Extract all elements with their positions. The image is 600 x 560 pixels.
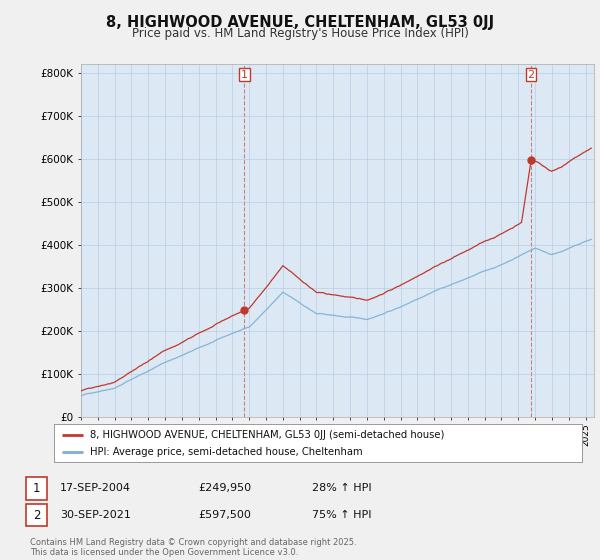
Text: 75% ↑ HPI: 75% ↑ HPI xyxy=(312,510,371,520)
Text: Price paid vs. HM Land Registry's House Price Index (HPI): Price paid vs. HM Land Registry's House … xyxy=(131,27,469,40)
Text: 2: 2 xyxy=(33,508,40,522)
Text: 2: 2 xyxy=(527,69,535,80)
Text: Contains HM Land Registry data © Crown copyright and database right 2025.
This d: Contains HM Land Registry data © Crown c… xyxy=(30,538,356,557)
Text: 30-SEP-2021: 30-SEP-2021 xyxy=(60,510,131,520)
Text: £249,950: £249,950 xyxy=(198,483,251,493)
Text: 8, HIGHWOOD AVENUE, CHELTENHAM, GL53 0JJ: 8, HIGHWOOD AVENUE, CHELTENHAM, GL53 0JJ xyxy=(106,15,494,30)
Text: 28% ↑ HPI: 28% ↑ HPI xyxy=(312,483,371,493)
Text: 1: 1 xyxy=(241,69,248,80)
Text: 8, HIGHWOOD AVENUE, CHELTENHAM, GL53 0JJ (semi-detached house): 8, HIGHWOOD AVENUE, CHELTENHAM, GL53 0JJ… xyxy=(90,430,444,440)
Text: 1: 1 xyxy=(33,482,40,495)
Text: HPI: Average price, semi-detached house, Cheltenham: HPI: Average price, semi-detached house,… xyxy=(90,447,362,458)
Text: 17-SEP-2004: 17-SEP-2004 xyxy=(60,483,131,493)
Text: £597,500: £597,500 xyxy=(198,510,251,520)
